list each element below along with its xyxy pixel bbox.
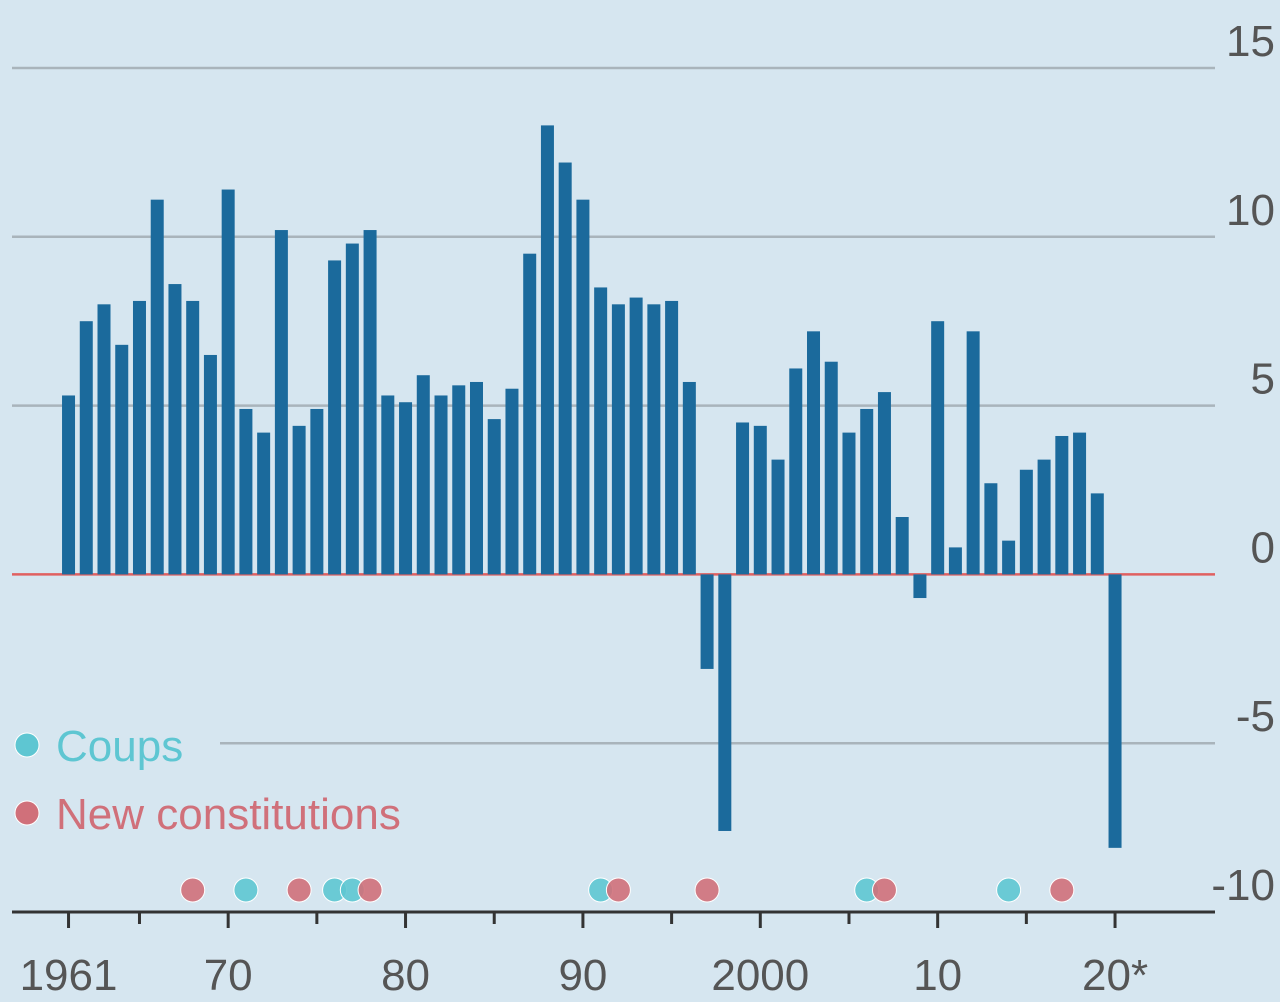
bar (718, 574, 732, 831)
y-tick-label: 5 (1251, 355, 1275, 404)
event-dot (1049, 877, 1075, 903)
bar (469, 381, 483, 575)
bar (345, 243, 359, 575)
bar (966, 331, 980, 575)
bar (629, 297, 643, 575)
bar (1002, 540, 1016, 575)
bar (97, 304, 111, 575)
legend-label: New constitutions (56, 790, 401, 839)
y-tick-label: 10 (1226, 186, 1275, 235)
x-tick-label: 90 (558, 951, 607, 1000)
bar (931, 321, 945, 575)
bar (540, 125, 554, 575)
bar (487, 419, 501, 575)
bar (115, 344, 129, 575)
bar (789, 368, 803, 575)
bar (523, 253, 537, 575)
bar (682, 381, 696, 575)
bar (1037, 459, 1051, 575)
bar (62, 395, 76, 575)
bar (736, 422, 750, 575)
bar (1055, 435, 1069, 575)
x-tick-label: 20* (1082, 951, 1148, 1000)
bar (381, 395, 395, 575)
y-tick-label: 0 (1251, 523, 1275, 572)
bar (257, 432, 271, 575)
bar (221, 189, 235, 575)
event-dot (180, 877, 206, 903)
bar (1019, 469, 1033, 575)
bar (895, 517, 909, 575)
bar (132, 300, 146, 575)
bar (948, 547, 962, 575)
bar (399, 402, 413, 575)
bar (984, 483, 998, 575)
bar (700, 574, 714, 669)
legend-label: Coups (56, 722, 183, 771)
event-dot (871, 877, 897, 903)
legend-bg (0, 783, 470, 843)
event-dot (233, 877, 259, 903)
x-tick-label: 1961 (20, 951, 118, 1000)
bar (1090, 493, 1104, 575)
bar (611, 304, 625, 575)
bar (860, 408, 874, 575)
bar (292, 425, 306, 575)
bar (505, 388, 519, 575)
bar (1073, 432, 1087, 575)
bar (824, 361, 838, 575)
bar (913, 574, 927, 599)
bar (239, 408, 253, 575)
bar (79, 321, 93, 575)
event-dot (605, 877, 631, 903)
x-tick-label: 80 (381, 951, 430, 1000)
bar (576, 199, 590, 575)
bar (807, 331, 821, 575)
y-tick-label: -10 (1211, 861, 1275, 910)
bar (877, 392, 891, 575)
event-dot (286, 877, 312, 903)
bar (665, 300, 679, 575)
legend-marker (14, 800, 40, 826)
bar (558, 162, 572, 575)
bar (647, 304, 661, 575)
bar (310, 408, 324, 575)
bar (771, 459, 785, 575)
bar (363, 230, 377, 575)
bar (328, 260, 342, 575)
event-dot (996, 877, 1022, 903)
legend-marker (14, 732, 40, 758)
bar (168, 284, 182, 575)
bar (416, 375, 430, 575)
bar (150, 199, 164, 575)
y-tick-label: 15 (1226, 17, 1275, 66)
event-dot (694, 877, 720, 903)
bar (452, 385, 466, 575)
x-tick-label: 70 (204, 951, 253, 1000)
bar (186, 300, 200, 575)
bar (594, 287, 608, 575)
bar (203, 354, 217, 575)
bar (1108, 574, 1122, 848)
bar (274, 230, 288, 575)
bar (842, 432, 856, 575)
x-tick-label: 10 (913, 951, 962, 1000)
bar (753, 425, 767, 575)
x-tick-label: 2000 (711, 951, 809, 1000)
bar (434, 395, 448, 575)
y-tick-label: -5 (1236, 692, 1275, 741)
event-dot (357, 877, 383, 903)
